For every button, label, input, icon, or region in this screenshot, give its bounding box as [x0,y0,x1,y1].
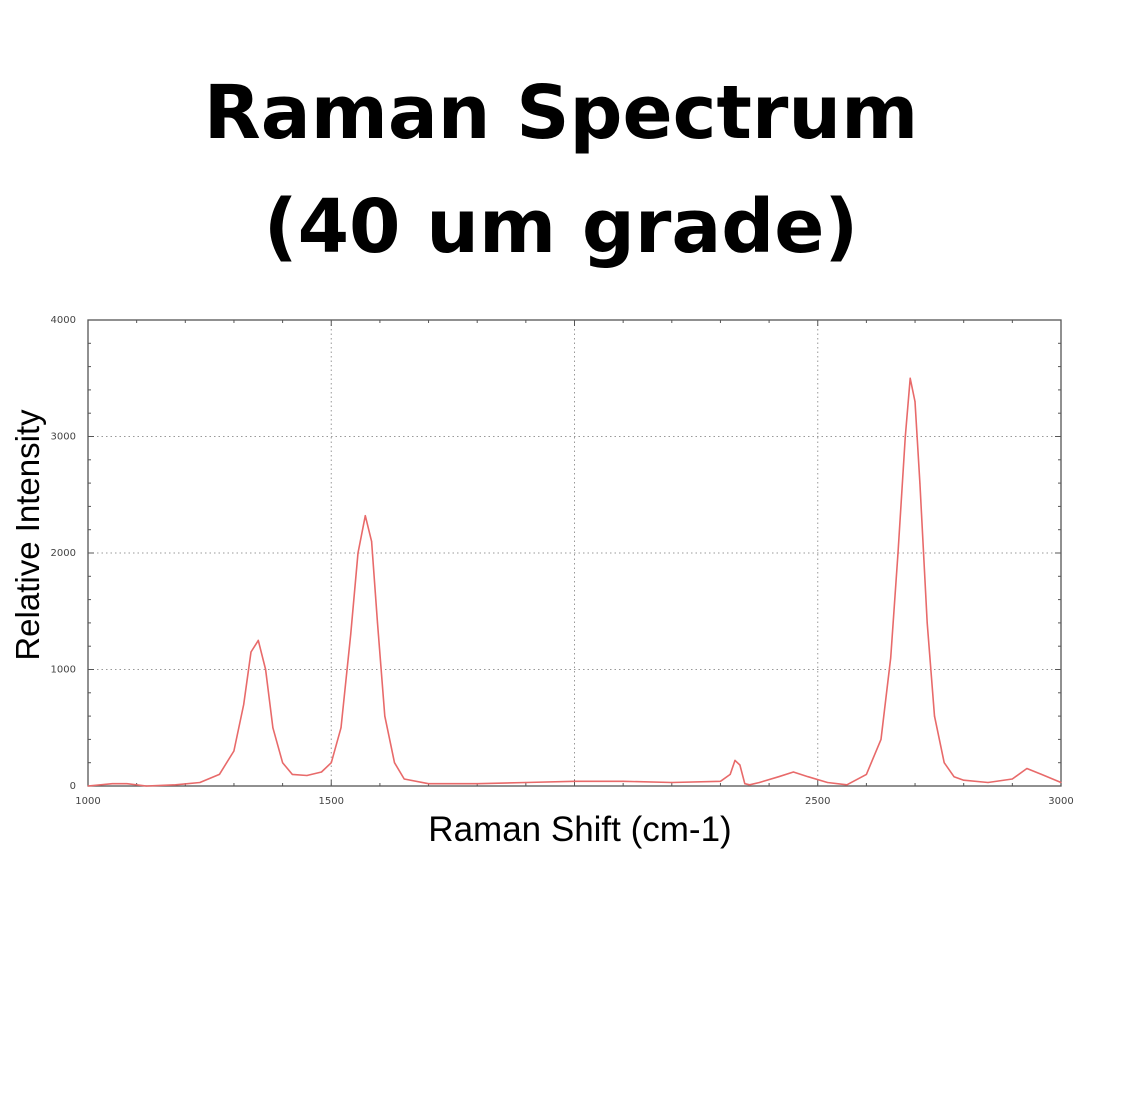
data-point [306,774,308,777]
data-point [1011,778,1013,780]
data-point [758,781,760,784]
data-point [865,773,868,775]
data-point [792,771,795,773]
data-point [250,651,252,653]
data-point [826,781,829,784]
data-point [909,377,911,379]
y-tick-label: 3000 [51,432,76,443]
data-point [846,784,848,786]
chart-subtitle: (40 um grade) [263,184,859,270]
data-point [573,780,576,782]
data-point [987,781,989,784]
data-point [199,781,201,784]
data-point [282,762,284,764]
data-point [525,781,527,784]
data-point [719,780,722,782]
y-axis-label: Relative Intensity [9,409,46,661]
x-tick-label: 1500 [319,796,344,807]
x-axis-label: Raman Shift (cm-1) [428,810,732,849]
data-point [371,540,373,542]
data-point [739,764,741,766]
data-point [963,779,965,781]
data-point [330,762,332,764]
data-point [272,727,274,729]
data-point [243,703,245,706]
data-point [291,773,293,775]
data-point [427,783,430,785]
data-point [340,727,342,729]
data-point [111,783,113,785]
data-point [671,781,673,784]
chart-title: Raman Spectrum [203,70,919,156]
data-point [749,784,751,786]
data-point [734,759,736,761]
data-point [357,552,359,554]
data-point [145,785,147,787]
data-point [174,784,177,786]
x-tick-label: 1000 [75,796,100,807]
data-point [926,622,928,624]
data-point [476,783,478,785]
data-point [393,762,396,764]
x-tick-label: 3000 [1048,796,1073,807]
data-point [904,435,906,438]
data-point [1040,773,1043,775]
data-point [1026,767,1028,770]
raman-chart: 1000 1500 2500 3000 0 1000 2000 3000 4000 [51,315,1074,807]
x-tick-label: 2500 [805,796,830,807]
data-point [233,750,235,752]
y-tick-label: 1000 [51,665,76,676]
data-point [914,400,916,403]
data-point [376,622,379,624]
data-point [919,482,921,484]
data-point [890,657,892,659]
data-point [403,778,405,780]
data-point [320,771,323,773]
data-point [126,783,128,785]
data-point [364,515,366,517]
data-point [744,783,746,785]
data-point [880,738,882,741]
data-point [778,776,780,778]
data-point [257,639,259,641]
data-point [943,762,945,764]
data-point [264,668,267,671]
data-point [729,773,731,775]
data-point [622,780,624,782]
data-point [218,773,220,775]
data-point [384,715,386,717]
data-point [350,633,352,636]
data-point [1060,781,1062,784]
y-tick-label: 0 [70,781,76,792]
data-point [807,776,809,778]
data-point [933,715,936,717]
data-point [953,776,955,778]
y-tick-label: 2000 [51,548,76,559]
y-tick-label: 4000 [51,315,76,326]
data-point [87,785,89,787]
data-point [897,552,899,554]
